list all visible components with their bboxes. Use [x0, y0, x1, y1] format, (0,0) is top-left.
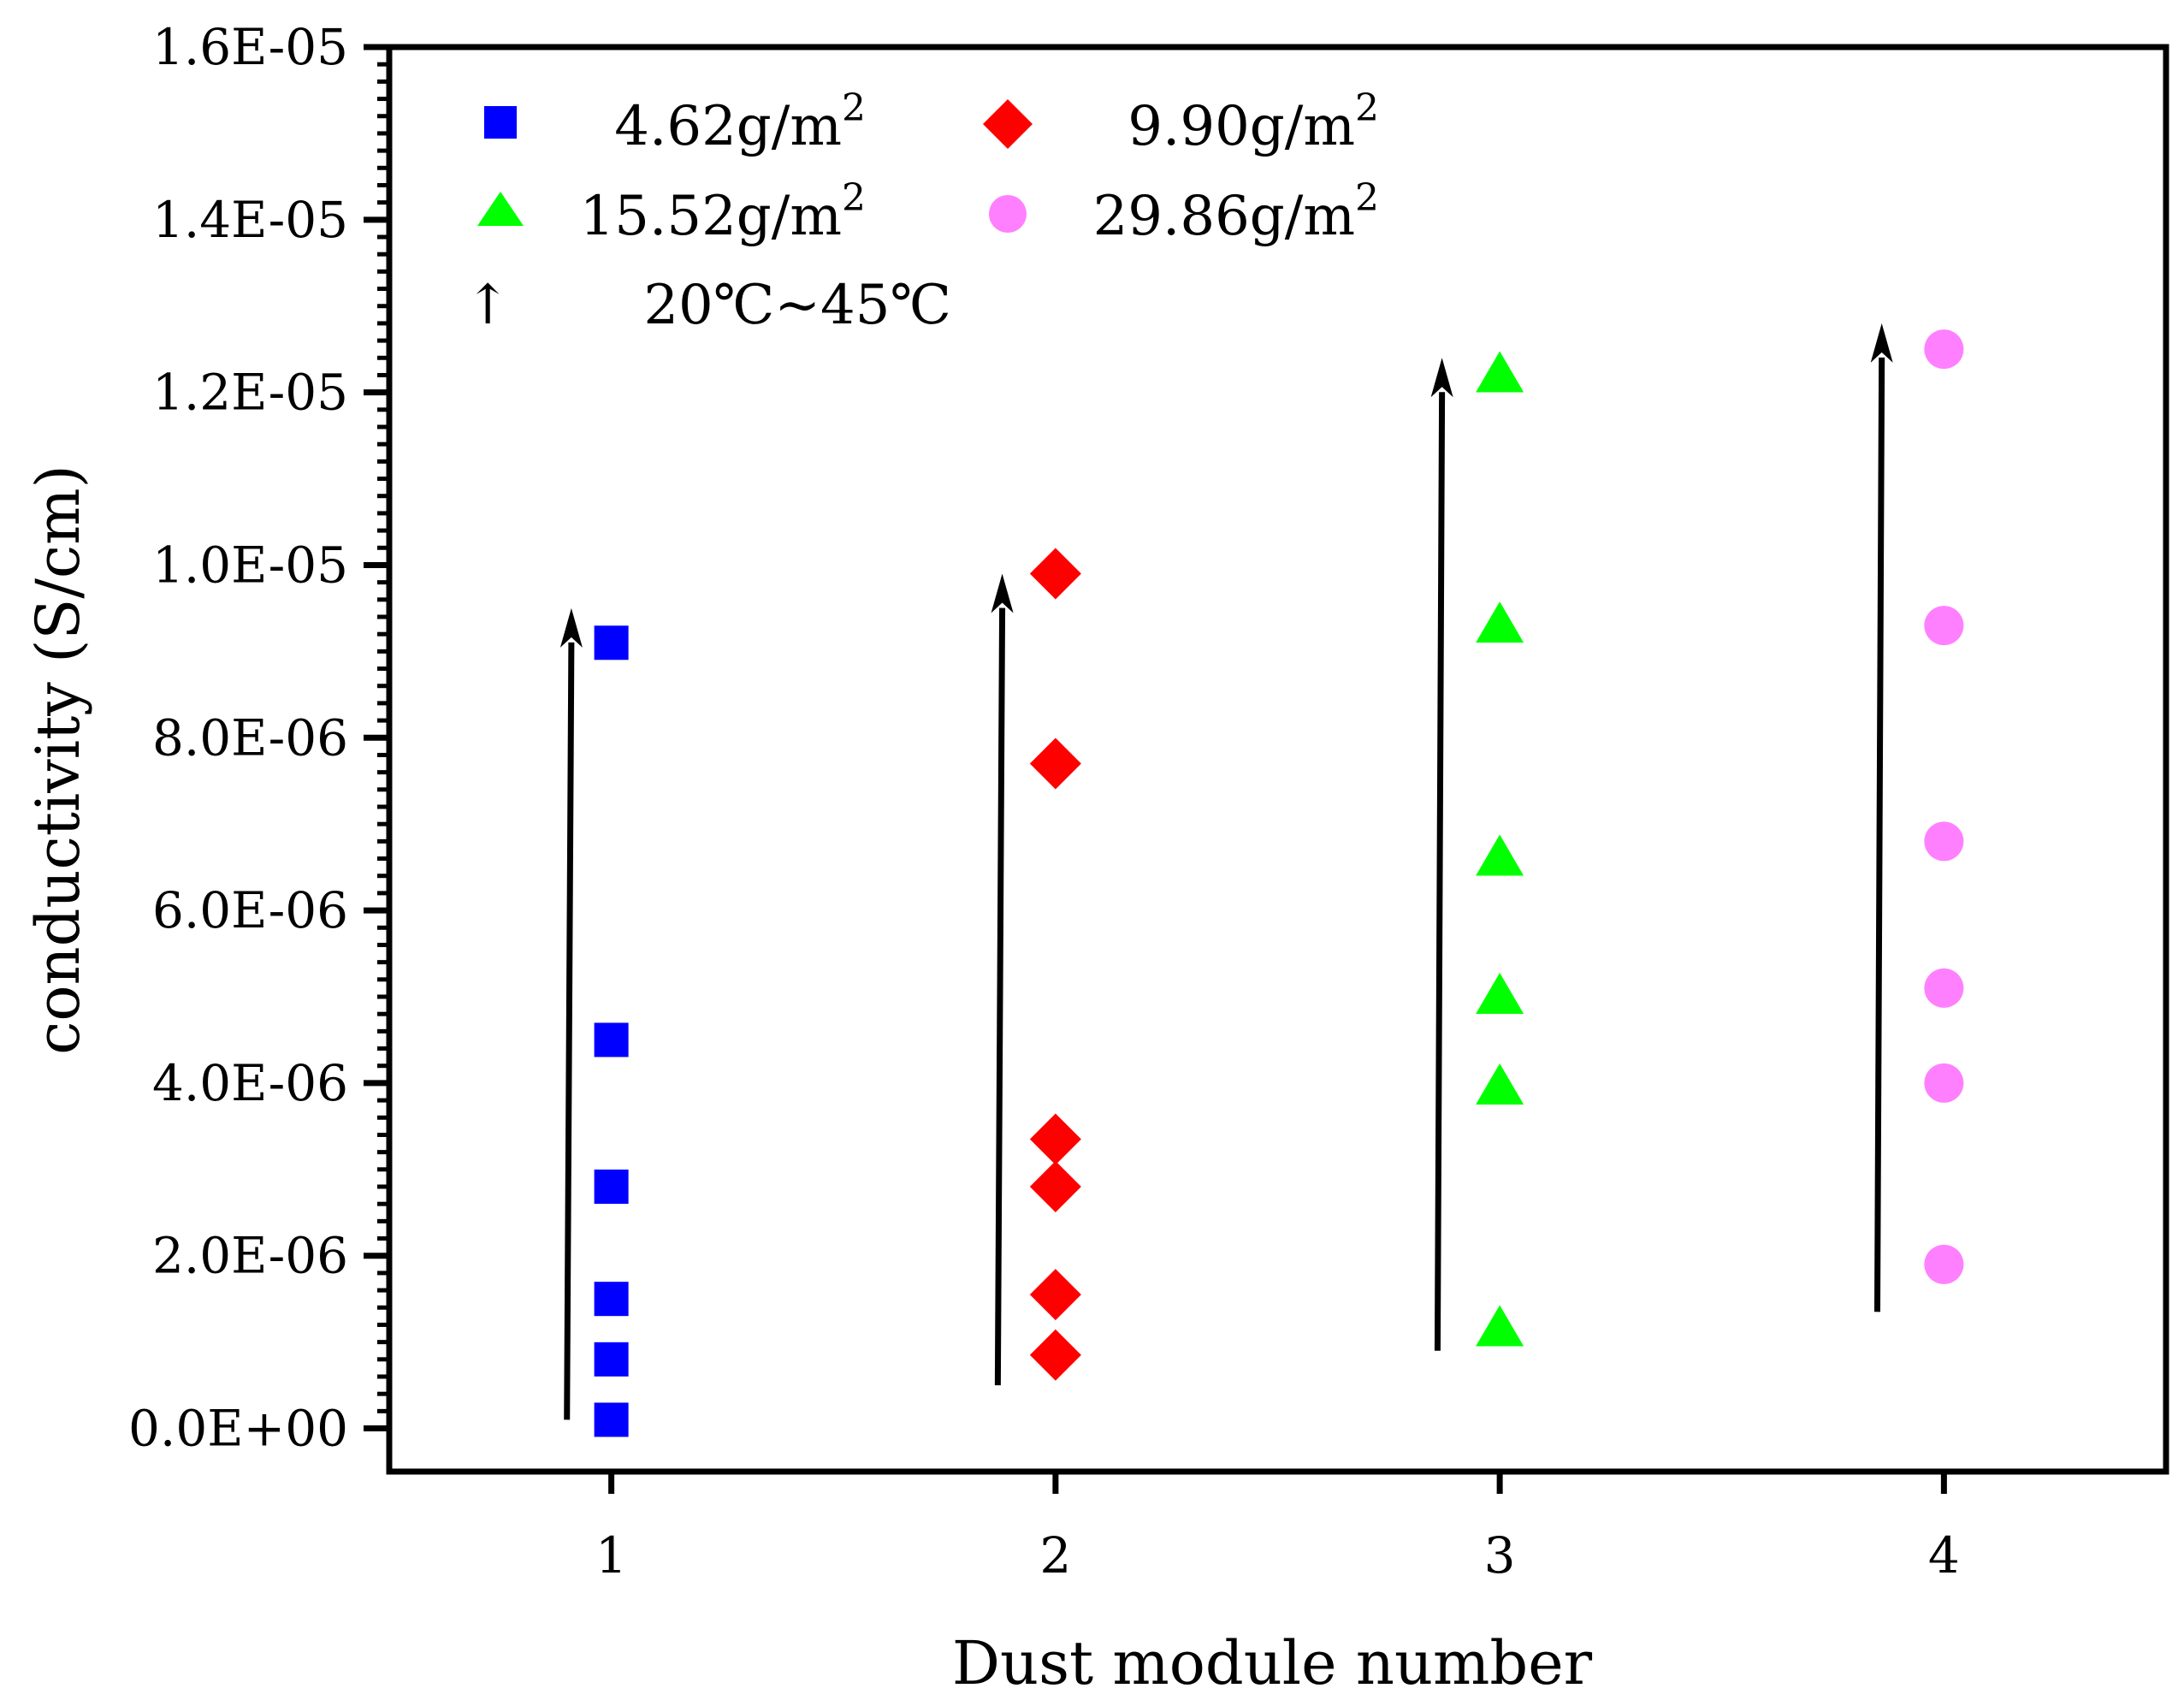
data-point-square: [594, 625, 629, 660]
y-tick-label: 1.0E-05: [152, 536, 348, 594]
y-tick-label: 1.2E-05: [152, 364, 348, 422]
data-point-circle: [1924, 606, 1964, 646]
legend-label-series-3: 15.52g/m2: [580, 176, 866, 248]
data-point-triangle: [1476, 1063, 1524, 1105]
temperature-arrow-head: [1870, 323, 1893, 363]
temperature-arrow-head: [1430, 358, 1453, 398]
data-point-diamond: [1029, 1329, 1081, 1381]
data-point-circle: [1924, 1244, 1964, 1284]
y-tick-label: 0.0E+00: [128, 1400, 348, 1458]
data-point-triangle: [1476, 601, 1524, 643]
legend-marker-square-icon: [484, 106, 517, 139]
y-axis-title: conductivity (S/cm): [23, 465, 93, 1055]
data-point-triangle: [1476, 1305, 1524, 1347]
legend-label-series-1: 4.62g/m2: [614, 86, 866, 158]
data-point-diamond: [1029, 1113, 1081, 1165]
y-tick-label: 2.0E-06: [152, 1227, 348, 1285]
data-point-diamond: [1029, 1269, 1081, 1321]
y-tick-label: 1.4E-05: [152, 191, 348, 249]
data-point-square: [594, 1022, 629, 1057]
temperature-arrow-head: [991, 573, 1014, 613]
data-point-triangle: [1476, 973, 1524, 1014]
x-tick-label: 4: [1928, 1526, 1960, 1585]
legend: 4.62g/m2 9.90g/m2 15.52g/m2 29.86g/m2 ↑ …: [465, 86, 1379, 337]
temperature-arrows: [559, 323, 1893, 1420]
legend-label-temperature: 20℃~45℃: [643, 274, 951, 337]
x-tick-label: 3: [1484, 1526, 1516, 1585]
legend-label-series-2: 9.90g/m2: [1128, 86, 1379, 158]
legend-marker-circle-icon: [989, 195, 1027, 233]
data-point-square: [594, 1402, 629, 1437]
x-tick-label: 1: [595, 1526, 627, 1585]
legend-arrow-icon: ↑: [465, 274, 511, 337]
data-point-square: [594, 1282, 629, 1317]
y-tick-label: 4.0E-06: [152, 1054, 348, 1112]
x-axis: 1 2 3 4: [595, 1472, 1960, 1585]
x-tick-label: 2: [1039, 1526, 1071, 1585]
y-tick-label: 6.0E-06: [152, 881, 348, 939]
y-axis: 0.0E+00 2.0E-06 4.0E-06 6.0E-06 8.0E-06 1.0E-…: [128, 18, 389, 1458]
data-point-circle: [1924, 1063, 1964, 1103]
data-point-square: [594, 1170, 629, 1204]
y-tick-label: 1.6E-05: [152, 18, 348, 76]
y-tick-label: 8.0E-06: [152, 708, 348, 767]
temperature-arrow-shaft: [994, 607, 1006, 1386]
temperature-arrow-head: [559, 607, 583, 648]
data-point-triangle: [1476, 351, 1524, 393]
data-point-triangle: [1476, 834, 1524, 876]
data-point-circle: [1924, 821, 1964, 862]
plot-frame: [386, 44, 2169, 1475]
temperature-arrow-shaft: [1434, 392, 1446, 1351]
data-point-circle: [1924, 968, 1964, 1008]
legend-marker-diamond-icon: [983, 99, 1033, 149]
legend-label-series-4: 29.86g/m2: [1093, 176, 1379, 248]
x-axis-title: Dust module number: [952, 1628, 1593, 1698]
data-points: [594, 329, 1964, 1437]
data-point-diamond: [1029, 1161, 1081, 1212]
temperature-arrow-shaft: [564, 642, 575, 1420]
data-point-diamond: [1029, 737, 1081, 790]
temperature-arrow-shaft: [1873, 357, 1885, 1312]
data-point-square: [594, 1342, 629, 1377]
legend-marker-triangle-icon: [477, 192, 524, 226]
data-point-circle: [1924, 329, 1964, 370]
data-point-diamond: [1029, 548, 1081, 600]
